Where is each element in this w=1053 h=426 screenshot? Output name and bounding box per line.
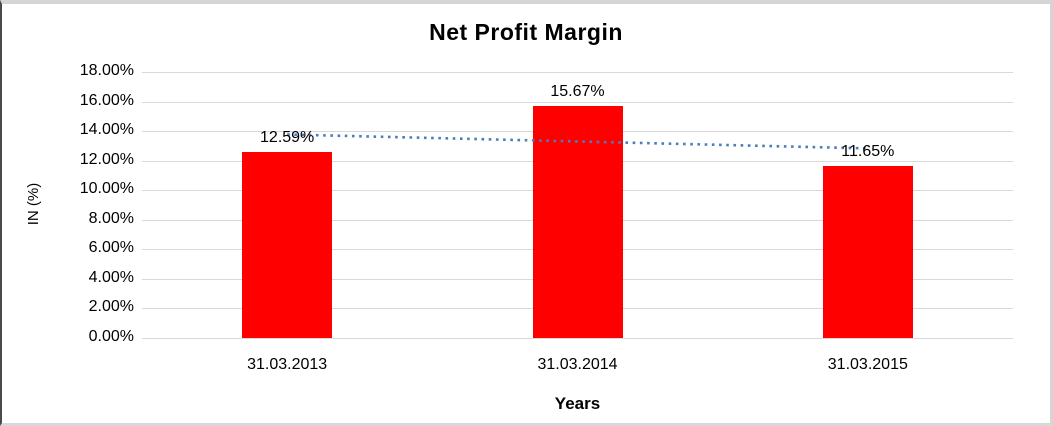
y-tick-label: 6.00% <box>88 239 134 257</box>
y-tick-label: 14.00% <box>79 121 134 139</box>
y-tick-label: 0.00% <box>88 328 134 345</box>
y-tick-label: 16.00% <box>79 91 134 109</box>
y-axis-title: IN (%) <box>25 182 42 226</box>
y-tick-label: 10.00% <box>79 180 134 198</box>
y-tick-label: 2.00% <box>88 298 134 316</box>
bar <box>532 106 623 338</box>
data-label: 12.59% <box>260 128 315 146</box>
bar <box>822 165 913 338</box>
gridline <box>142 338 1013 339</box>
bar <box>242 151 333 338</box>
chart-title: Net Profit Margin <box>429 19 623 45</box>
plot-area: 12.59% 15.67% 11.65% <box>142 72 1013 339</box>
trendline <box>287 133 868 150</box>
data-label: 11.65% <box>841 142 895 160</box>
y-tick-label: 8.00% <box>88 209 134 227</box>
gridline <box>142 72 1013 73</box>
x-axis-title: Years <box>554 394 601 413</box>
y-tick-label: 4.00% <box>88 268 134 286</box>
y-tick-label: 12.00% <box>79 150 134 168</box>
x-category-label: 31.03.2014 <box>537 356 618 373</box>
gridline <box>142 101 1013 103</box>
y-tick-label: 18.00% <box>79 62 134 79</box>
data-label: 15.67% <box>550 83 605 101</box>
x-category-label: 31.03.2013 <box>247 356 328 373</box>
x-category-label: 31.03.2015 <box>827 356 908 373</box>
